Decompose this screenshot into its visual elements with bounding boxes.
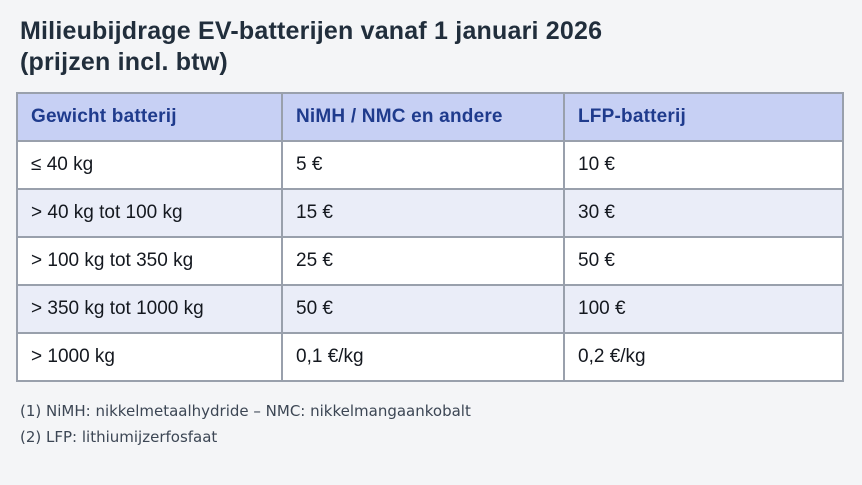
page-title: Milieubijdrage EV-batterijen vanaf 1 jan… bbox=[20, 16, 846, 78]
cell-lfp-price: 30 € bbox=[563, 188, 844, 238]
cell-weight-range: > 40 kg tot 100 kg bbox=[16, 188, 283, 238]
cell-weight-range: ≤ 40 kg bbox=[16, 140, 283, 190]
footnote-lfp: (2) LFP: lithiumijzerfosfaat bbox=[20, 428, 218, 446]
column-header-nimh-nmc: NiMH / NMC en andere bbox=[281, 92, 565, 142]
cell-lfp-price: 50 € bbox=[563, 236, 844, 286]
cell-nimh-price: 25 € bbox=[281, 236, 565, 286]
cell-lfp-price: 0,2 €/kg bbox=[563, 332, 844, 382]
cell-lfp-price: 100 € bbox=[563, 284, 844, 334]
cell-weight-range: > 350 kg tot 1000 kg bbox=[16, 284, 283, 334]
ev-battery-fee-table: Gewicht batterij NiMH / NMC en andere LF… bbox=[16, 92, 844, 382]
footnotes: (1) NiMH: nikkelmetaalhydride – NMC: nik… bbox=[20, 401, 846, 447]
table-row-100-350kg: > 100 kg tot 350 kg 25 € 50 € bbox=[16, 236, 844, 286]
page: Milieubijdrage EV-batterijen vanaf 1 jan… bbox=[16, 16, 846, 447]
footnote-nimh-nmc: (1) NiMH: nikkelmetaalhydride – NMC: nik… bbox=[20, 402, 471, 420]
cell-nimh-price: 5 € bbox=[281, 140, 565, 190]
column-header-lfp-batterij: LFP-batterij bbox=[563, 92, 844, 142]
table-header-row: Gewicht batterij NiMH / NMC en andere LF… bbox=[16, 92, 844, 142]
cell-weight-range: > 100 kg tot 350 kg bbox=[16, 236, 283, 286]
table-row-le-40kg: ≤ 40 kg 5 € 10 € bbox=[16, 140, 844, 190]
table-row-350-1000kg: > 350 kg tot 1000 kg 50 € 100 € bbox=[16, 284, 844, 334]
cell-weight-range: > 1000 kg bbox=[16, 332, 283, 382]
cell-nimh-price: 15 € bbox=[281, 188, 565, 238]
page-title-line2: (prijzen incl. btw) bbox=[20, 48, 228, 76]
table-row-40-100kg: > 40 kg tot 100 kg 15 € 30 € bbox=[16, 188, 844, 238]
column-header-gewicht-batterij: Gewicht batterij bbox=[16, 92, 283, 142]
cell-lfp-price: 10 € bbox=[563, 140, 844, 190]
cell-nimh-price: 0,1 €/kg bbox=[281, 332, 565, 382]
page-title-line1: Milieubijdrage EV-batterijen vanaf 1 jan… bbox=[20, 17, 603, 45]
cell-nimh-price: 50 € bbox=[281, 284, 565, 334]
table-row-gt-1000kg: > 1000 kg 0,1 €/kg 0,2 €/kg bbox=[16, 332, 844, 382]
